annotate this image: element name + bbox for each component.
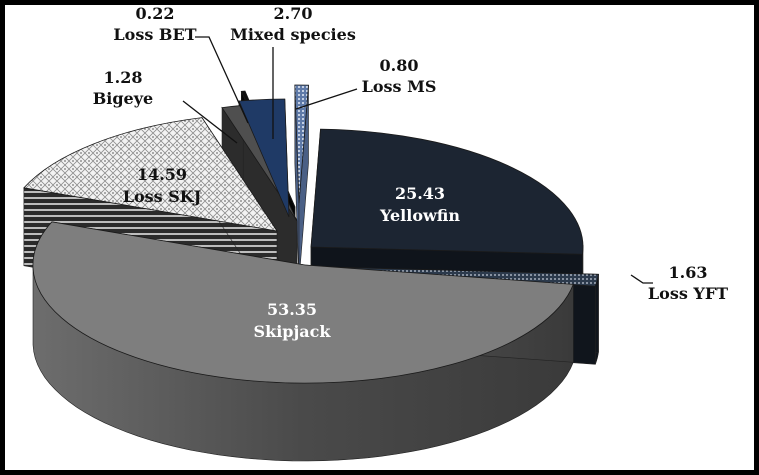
name-label-loss-skj: Loss SKJ	[123, 187, 202, 206]
name-label-loss-bet: Loss BET	[113, 25, 196, 44]
pie-chart: 25.43 Yellowfin 1.63 Loss YFT 53.35 Skipjack 1…	[23, 4, 728, 462]
name-label-yellowfin: Yellowfin	[379, 206, 460, 225]
value-label-loss-skj: 14.59	[137, 165, 187, 184]
leader-line-loss-yft	[630, 274, 653, 284]
value-label-loss-ms: 0.80	[380, 56, 419, 75]
slice-skipjack	[32, 221, 574, 384]
name-label-loss-yft: Loss YFT	[648, 284, 728, 303]
name-label-bigeye: Bigeye	[93, 89, 153, 108]
leader-line-bigeye	[182, 100, 238, 144]
name-label-skipjack: Skipjack	[254, 322, 332, 341]
leader-line-loss-ms	[295, 88, 358, 110]
plot-area: 25.43 Yellowfin 1.63 Loss YFT 53.35 Skipjack 1…	[5, 4, 754, 470]
value-label-loss-yft: 1.63	[669, 263, 708, 282]
value-label-mixed-species: 2.70	[274, 5, 313, 23]
name-label-mixed-species: Mixed species	[230, 25, 356, 44]
value-label-bigeye: 1.28	[104, 68, 143, 87]
leader-line-loss-bet	[195, 36, 249, 124]
name-label-loss-ms: Loss MS	[362, 77, 437, 96]
slice-loss-skj	[23, 117, 278, 232]
pie-tops	[23, 84, 599, 384]
slice-yellowfin	[310, 128, 584, 255]
slice-mixed-species	[238, 98, 290, 218]
slice-loss-ms	[294, 84, 309, 204]
value-label-yellowfin: 25.43	[395, 184, 445, 203]
value-label-skipjack: 53.35	[267, 300, 317, 319]
value-label-loss-bet: 0.22	[136, 5, 175, 23]
leader-lines	[182, 36, 653, 284]
slice-labels: 25.43 Yellowfin 1.63 Loss YFT 53.35 Skipjack 1…	[93, 4, 728, 341]
